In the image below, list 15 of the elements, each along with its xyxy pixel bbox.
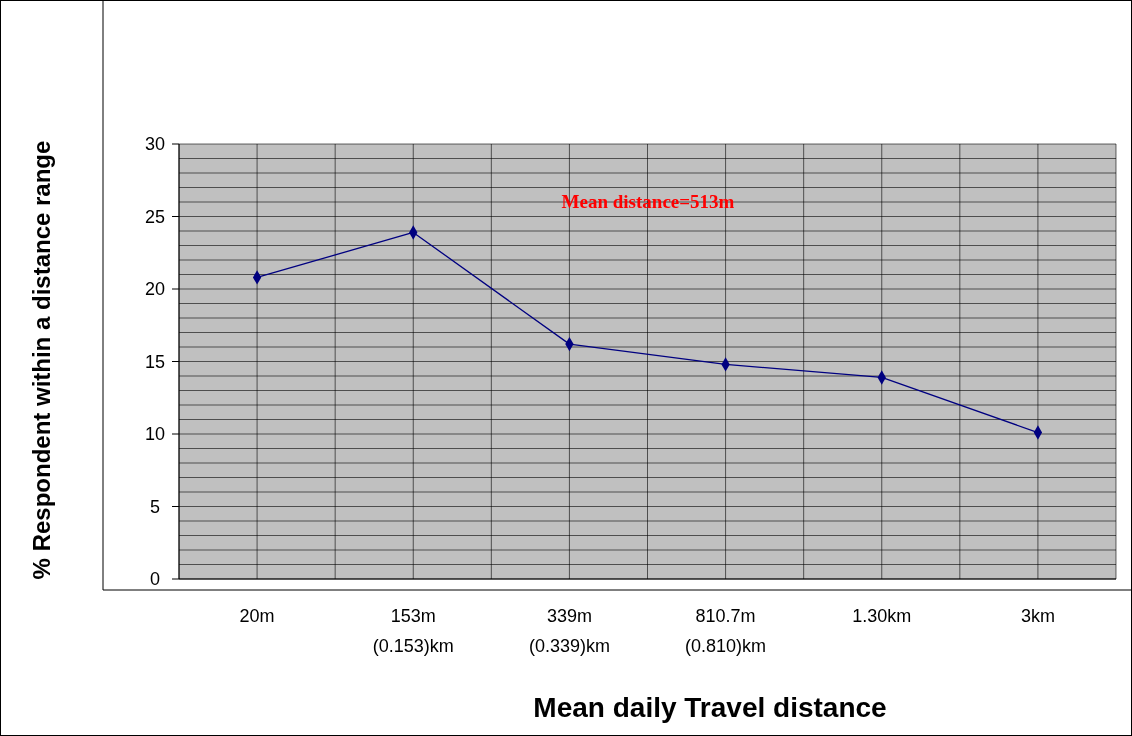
y-tick-label: 15: [144, 351, 166, 372]
x-tick-label: 3km: [1020, 606, 1055, 626]
x-axis-title: Mean daily Travel distance: [533, 692, 887, 723]
y-tick-label: 5: [149, 496, 161, 517]
y-tick-label: 25: [144, 206, 166, 227]
y-tick-label: 0: [149, 569, 161, 590]
x-tick-label: 1.30km: [852, 606, 912, 626]
y-tick-label: 10: [144, 424, 166, 445]
x-tick-label: 153m (0.153)km: [372, 606, 454, 656]
y-axis-title: % Respondent within a distance range: [28, 140, 55, 580]
x-tick-label: 20m: [239, 606, 275, 626]
y-tick-label: 20: [144, 279, 166, 300]
y-tick-label: 30: [144, 134, 166, 155]
x-tick-label: 810.7m (0.810)km: [685, 606, 767, 656]
x-tick-label: 339m (0.339)km: [528, 606, 610, 656]
